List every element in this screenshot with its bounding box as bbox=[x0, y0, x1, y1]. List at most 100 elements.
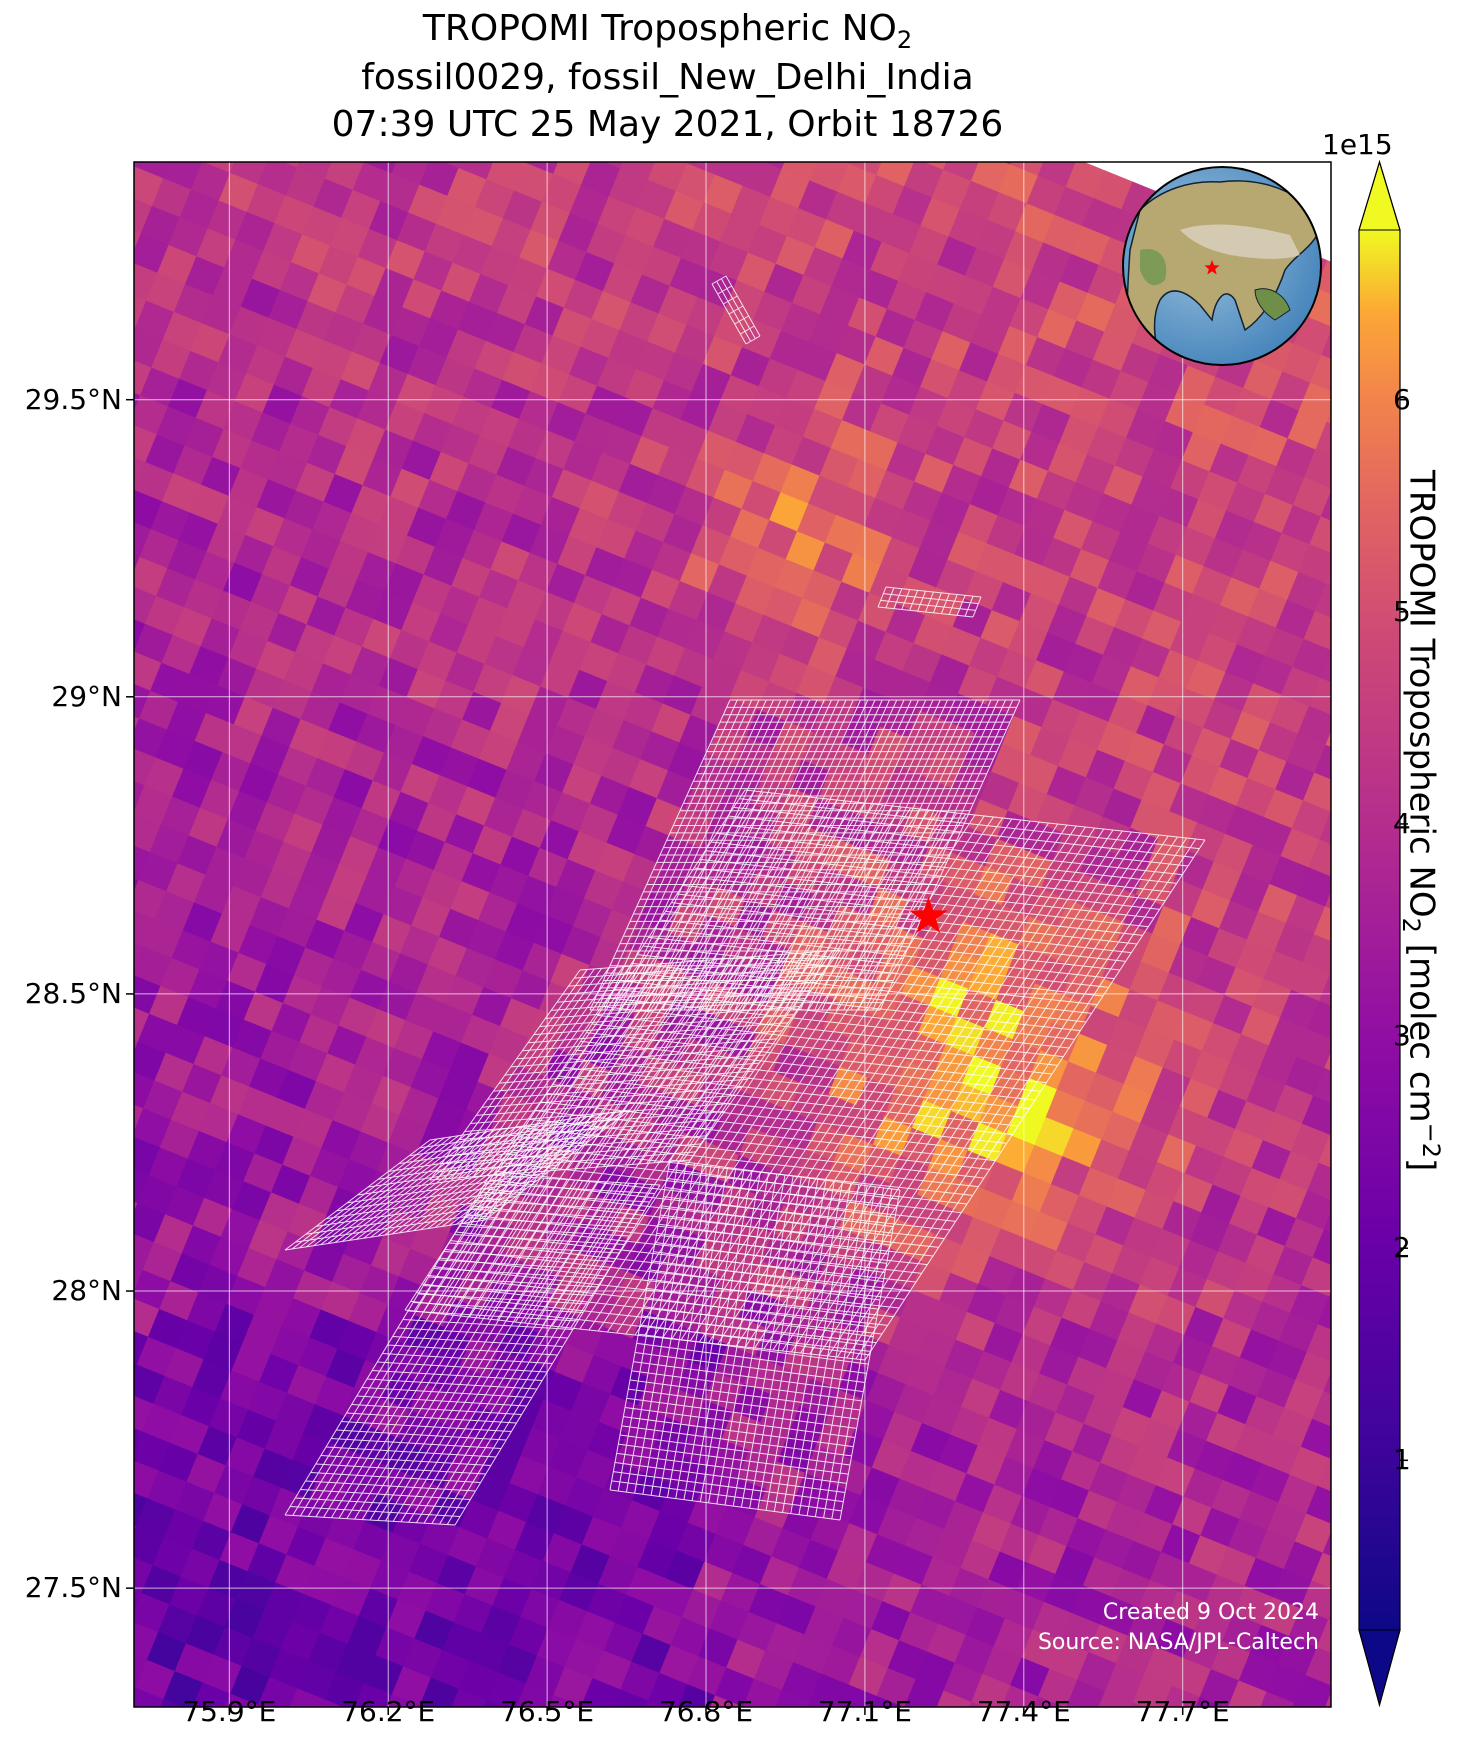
no2-pixel bbox=[854, 1562, 895, 1603]
no2-pixel bbox=[1070, 225, 1111, 267]
no2-pixel bbox=[1231, 387, 1272, 429]
no2-pixel bbox=[464, 1728, 504, 1752]
no2-pixel bbox=[149, 662, 191, 704]
no2-pixel bbox=[997, 487, 1038, 528]
no2-pixel bbox=[882, 1411, 923, 1453]
no2-pixel bbox=[803, 247, 844, 288]
no2-pixel bbox=[759, 1556, 800, 1597]
no2-pixel bbox=[1133, 1351, 1174, 1392]
no2-pixel bbox=[1231, 549, 1272, 590]
no2-pixel bbox=[320, 1281, 361, 1323]
no2-pixel bbox=[541, 1694, 583, 1707]
no2-pixel bbox=[1307, 1001, 1331, 1042]
city-overlay-grid bbox=[284, 275, 1206, 1526]
no2-pixel bbox=[134, 1620, 160, 1662]
no2-pixel bbox=[1183, 1468, 1224, 1509]
no2-pixel bbox=[796, 665, 837, 706]
no2-pixel bbox=[742, 1517, 784, 1558]
no2-pixel bbox=[89, 412, 129, 452]
no2-pixel bbox=[134, 556, 169, 598]
no2-pixel bbox=[457, 301, 498, 343]
no2-pixel bbox=[1033, 1278, 1074, 1319]
no2-pixel bbox=[349, 808, 391, 849]
no2-pixel bbox=[606, 814, 647, 856]
no2-pixel bbox=[486, 1510, 528, 1552]
no2-pixel bbox=[915, 1489, 957, 1531]
no2-pixel bbox=[935, 559, 977, 601]
no2-pixel bbox=[561, 926, 602, 967]
no2-pixel bbox=[1211, 1479, 1252, 1521]
no2-pixel bbox=[153, 1214, 194, 1255]
no2-pixel bbox=[853, 202, 894, 244]
no2-pixel bbox=[1235, 777, 1277, 819]
no2-pixel bbox=[798, 1539, 839, 1581]
no2-pixel bbox=[663, 352, 704, 393]
no2-pixel bbox=[730, 347, 771, 388]
no2-pixel bbox=[1199, 1507, 1241, 1548]
no2-pixel bbox=[218, 1693, 260, 1707]
no2-pixel bbox=[472, 825, 513, 866]
no2-pixel bbox=[969, 314, 1011, 356]
no2-pixel bbox=[797, 180, 839, 221]
no2-pixel bbox=[1289, 1285, 1331, 1326]
no2-pixel bbox=[669, 257, 710, 299]
no2-pixel bbox=[1260, 1596, 1302, 1638]
no2-pixel bbox=[1290, 961, 1331, 1003]
no2-pixel bbox=[295, 462, 336, 504]
no2-pixel bbox=[639, 731, 681, 772]
no2-pixel bbox=[888, 1317, 929, 1358]
no2-pixel bbox=[947, 370, 988, 411]
no2-pixel bbox=[151, 178, 192, 219]
no2-pixel bbox=[134, 718, 168, 759]
no2-pixel bbox=[629, 597, 670, 638]
no2-pixel bbox=[787, 1729, 827, 1752]
no2-pixel bbox=[866, 1372, 907, 1414]
no2-pixel bbox=[254, 1125, 295, 1166]
no2-pixel bbox=[648, 1511, 689, 1552]
no2-pixel bbox=[190, 1682, 232, 1707]
no2-pixel bbox=[1038, 1345, 1080, 1386]
no2-pixel bbox=[1095, 1044, 1136, 1086]
no2-pixel bbox=[916, 1328, 957, 1369]
no2-pixel bbox=[1299, 1580, 1331, 1621]
no2-pixel bbox=[89, 573, 129, 613]
no2-pixel bbox=[1164, 393, 1206, 434]
no2-pixel bbox=[1130, 638, 1171, 679]
no2-pixel bbox=[379, 173, 421, 214]
no2-pixel bbox=[134, 974, 162, 1015]
no2-pixel bbox=[184, 417, 225, 459]
no2-pixel bbox=[276, 1231, 317, 1272]
no2-pixel bbox=[758, 358, 799, 399]
no2-pixel bbox=[297, 1337, 339, 1378]
no2-pixel bbox=[1150, 1228, 1192, 1270]
no2-pixel bbox=[812, 865, 853, 906]
no2-pixel bbox=[332, 930, 374, 972]
no2-pixel bbox=[234, 211, 276, 253]
no2-pixel bbox=[263, 1744, 303, 1752]
no2-pixel bbox=[1099, 1596, 1140, 1637]
no2-pixel bbox=[781, 162, 822, 182]
no2-pixel bbox=[134, 813, 162, 854]
no2-pixel bbox=[281, 1298, 322, 1339]
no2-pixel bbox=[308, 1632, 349, 1674]
no2-pixel bbox=[1043, 1573, 1084, 1615]
no2-pixel bbox=[403, 1315, 445, 1356]
no2-pixel bbox=[1207, 766, 1249, 808]
no2-pixel bbox=[458, 162, 499, 181]
no2-pixel bbox=[587, 1421, 628, 1463]
no2-pixel bbox=[1297, 705, 1331, 747]
no2-pixel bbox=[1223, 967, 1265, 1008]
no2-pixel bbox=[230, 1504, 271, 1545]
colorbar-tick-label: 4 bbox=[1393, 806, 1411, 840]
no2-pixel bbox=[858, 431, 899, 472]
no2-pixel bbox=[229, 162, 271, 186]
no2-pixel bbox=[425, 1421, 467, 1462]
no2-pixel bbox=[417, 479, 459, 521]
no2-pixel bbox=[1064, 320, 1106, 361]
no2-pixel bbox=[1087, 264, 1128, 306]
no2-pixel bbox=[134, 746, 157, 787]
no2-pixel bbox=[1103, 303, 1145, 345]
no2-pixel bbox=[598, 1555, 639, 1597]
no2-pixel bbox=[911, 1099, 952, 1141]
no2-pixel bbox=[183, 579, 224, 620]
